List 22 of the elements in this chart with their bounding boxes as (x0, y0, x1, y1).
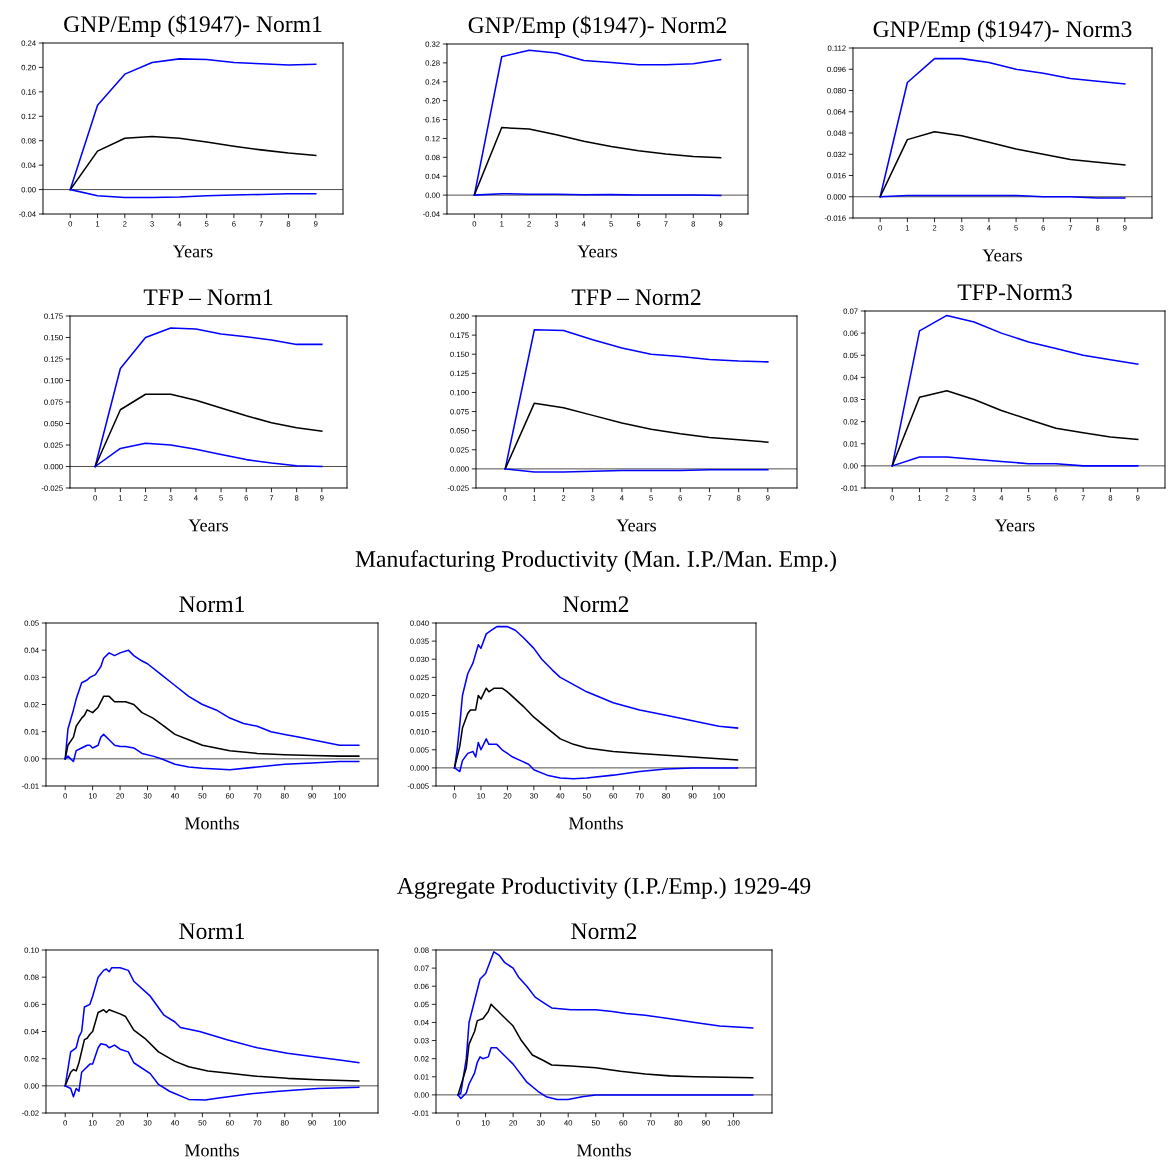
x-axis-title: Months (184, 1143, 239, 1157)
chart-title: Norm1 (179, 596, 245, 613)
x-axis-title: Months (184, 816, 239, 830)
x-axis-title: Months (576, 1143, 631, 1157)
chart-title: TFP – Norm2 (571, 289, 701, 306)
chart-title: Norm2 (571, 923, 637, 940)
chart-title: TFP – Norm1 (143, 289, 273, 306)
x-axis-title: Years (188, 519, 228, 532)
x-axis-title: Years (577, 245, 617, 258)
chart-title: Norm1 (179, 923, 245, 940)
chart-title: TFP-Norm3 (957, 284, 1072, 301)
chart-title: GNP/Emp ($1947)- Norm3 (873, 19, 1132, 42)
x-axis-title: Years (173, 245, 213, 258)
chart-title: Norm2 (563, 596, 629, 613)
chart-title: GNP/Emp ($1947)- Norm2 (468, 15, 727, 38)
chart-subtitle: Aggregate Productivity (I.P./Emp.) 1929-49 (397, 877, 811, 899)
x-axis-title: Years (995, 519, 1035, 532)
x-axis-title: Years (616, 519, 656, 532)
chart-subtitle: Manufacturing Productivity (Man. I.P./Man. Emp.) (355, 550, 836, 572)
chart-title: GNP/Emp ($1947)- Norm1 (64, 14, 322, 37)
x-axis-title: Months (568, 816, 623, 830)
x-axis-title: Years (982, 249, 1022, 262)
